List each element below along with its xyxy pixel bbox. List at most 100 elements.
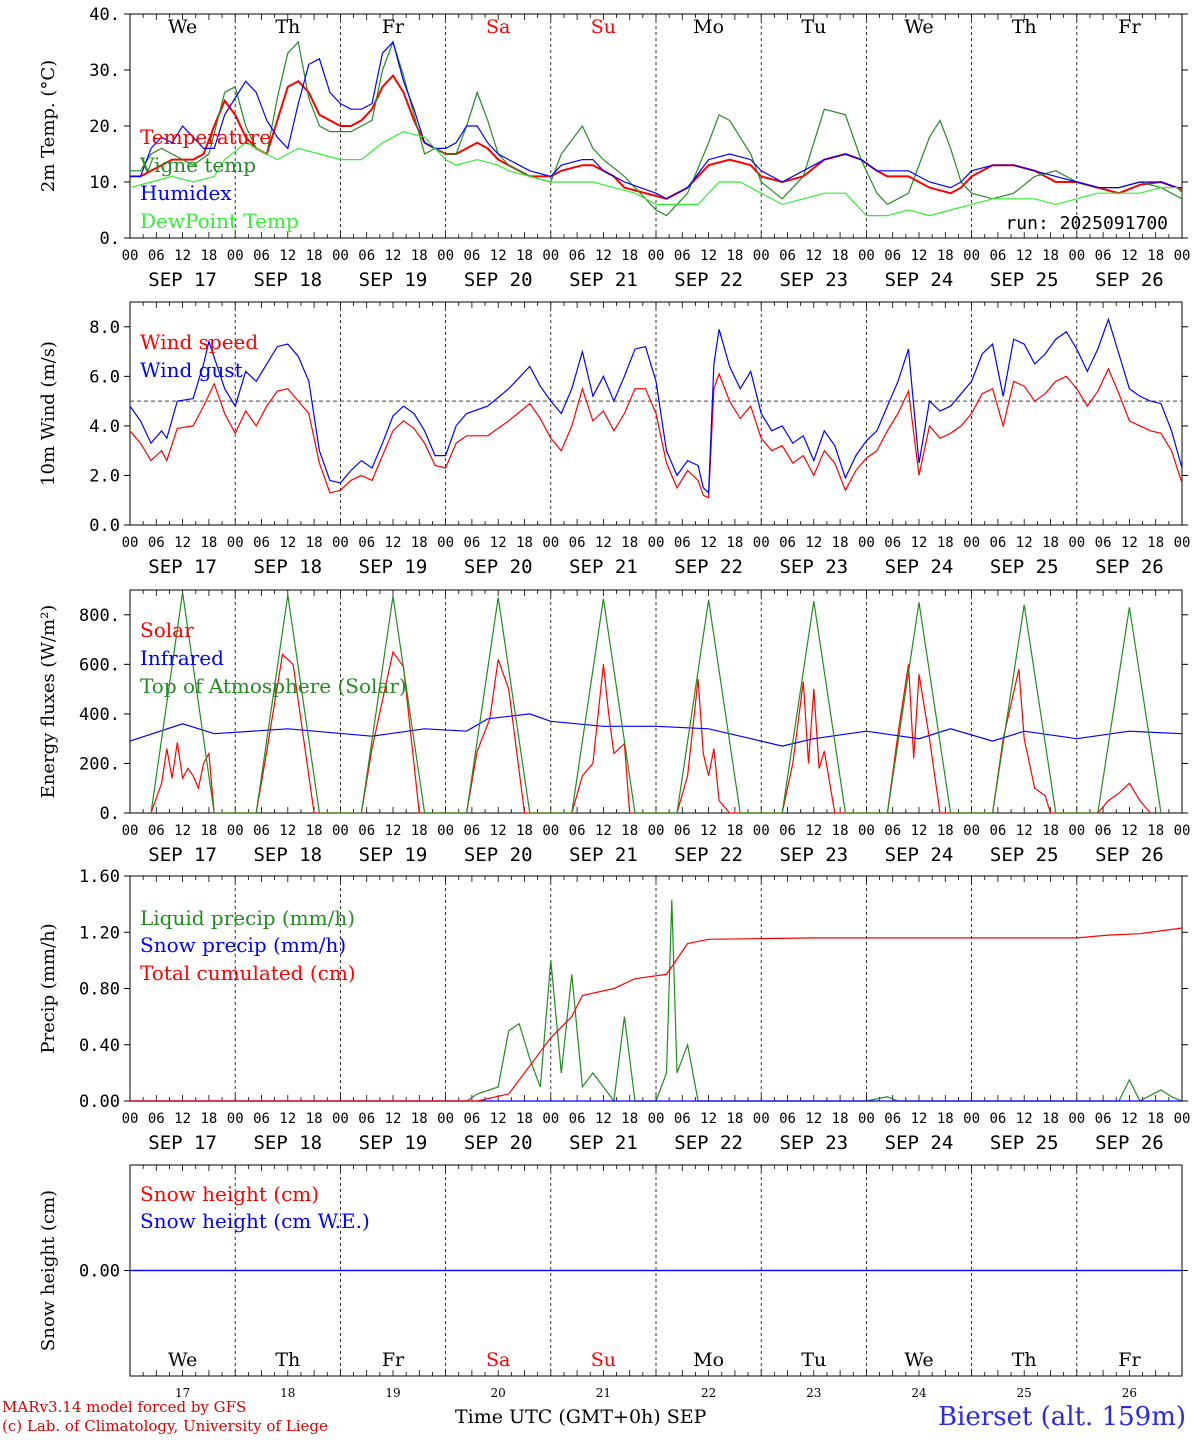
weekday-label: Fr	[382, 1349, 405, 1371]
hour-tick-label: 06	[779, 248, 796, 264]
hour-tick-label: 00	[227, 248, 244, 264]
date-label: SEP 24	[885, 269, 954, 291]
hour-tick-label: 06	[1095, 823, 1112, 839]
hour-tick-label: 12	[279, 823, 296, 839]
hour-tick-label: 00	[1068, 248, 1085, 264]
hour-tick-label: 18	[1147, 535, 1164, 551]
time-axis-label: Time UTC (GMT+0h) SEP	[455, 1406, 707, 1428]
hour-tick-label: 00	[437, 535, 454, 551]
hour-tick-label: 06	[989, 535, 1006, 551]
hour-tick-label: 18	[1042, 248, 1059, 264]
day-number-label: 22	[701, 1386, 716, 1400]
hour-tick-label: 12	[1121, 823, 1138, 839]
y-tick-label: 40.	[89, 5, 120, 25]
y-tick-label: 0.00	[79, 1092, 120, 1112]
hour-tick-label: 18	[937, 535, 954, 551]
legend-entry: Snow precip (mm/h)	[140, 933, 346, 957]
legend-entry: Vigne temp	[139, 153, 256, 177]
y-tick-label: 0.0	[89, 516, 120, 536]
hour-tick-label: 18	[1147, 1111, 1164, 1127]
hour-tick-label: 18	[306, 248, 323, 264]
weekday-label: Sa	[486, 1349, 510, 1371]
y-tick-label: 2.0	[89, 466, 120, 486]
y-tick-label: 20.	[89, 117, 120, 137]
hour-tick-label: 12	[700, 535, 717, 551]
y-tick-label: 6.0	[89, 367, 120, 387]
y-tick-label: 4.0	[89, 417, 120, 437]
hour-tick-label: 12	[174, 823, 191, 839]
weekday-label: We	[904, 1349, 933, 1371]
y-tick-label: 10.	[89, 173, 120, 193]
weekday-label: We	[168, 1349, 197, 1371]
hour-tick-label: 06	[674, 823, 691, 839]
legend-entry: Humidex	[140, 181, 232, 205]
model-credit: MARv3.14 model forced by GFS	[2, 1398, 247, 1416]
hour-tick-label: 12	[490, 535, 507, 551]
y-tick-label: 0.	[100, 804, 120, 824]
hour-tick-label: 18	[306, 1111, 323, 1127]
hour-tick-label: 12	[490, 1111, 507, 1127]
hour-tick-label: 06	[779, 823, 796, 839]
legend-entry: DewPoint Temp	[140, 209, 299, 233]
y-tick-label: 0.80	[79, 980, 120, 1000]
hour-tick-label: 06	[674, 535, 691, 551]
hour-tick-label: 18	[411, 248, 428, 264]
date-label: SEP 26	[1095, 269, 1164, 291]
panel-4: 0.00 0.40 0.80 1.20 1.60 Precip (mm/h) Liquid …	[38, 867, 1190, 1154]
hour-tick-label: 06	[463, 823, 480, 839]
y-tick-label: 800.	[79, 606, 120, 626]
y-tick-label: 0.	[100, 229, 120, 249]
hour-tick-label: 00	[858, 535, 875, 551]
hour-tick-label: 06	[358, 535, 375, 551]
hour-tick-label: 06	[989, 823, 1006, 839]
hour-tick-label: 00	[227, 535, 244, 551]
hour-tick-label: 18	[411, 535, 428, 551]
date-label: SEP 25	[990, 844, 1059, 866]
hour-tick-label: 12	[385, 1111, 402, 1127]
legend-entry: Total cumulated (cm)	[140, 961, 356, 985]
weekday-label: Mo	[693, 16, 724, 38]
hour-tick-label: 18	[200, 1111, 217, 1127]
day-number-label: 18	[280, 1386, 295, 1400]
hour-tick-label: 00	[858, 1111, 875, 1127]
hour-tick-label: 18	[411, 823, 428, 839]
hour-tick-label: 18	[621, 1111, 638, 1127]
date-label: SEP 24	[885, 556, 954, 578]
weekday-label: Th	[275, 16, 300, 38]
hour-tick-label: 12	[805, 823, 822, 839]
hour-tick-label: 00	[437, 1111, 454, 1127]
hour-tick-label: 06	[358, 823, 375, 839]
hour-tick-label: 06	[569, 1111, 586, 1127]
weekday-label: Tu	[801, 16, 826, 38]
weekday-label: Th	[275, 1349, 300, 1371]
date-label: SEP 23	[779, 1132, 848, 1154]
date-label: SEP 22	[674, 556, 743, 578]
hour-tick-label: 06	[1095, 535, 1112, 551]
hour-tick-label: 06	[1095, 248, 1112, 264]
date-label: SEP 23	[779, 269, 848, 291]
y-axis-label: 10m Wind (m/s)	[38, 341, 59, 486]
hour-tick-label: 18	[306, 823, 323, 839]
hour-tick-label: 12	[279, 1111, 296, 1127]
date-label: SEP 20	[464, 844, 533, 866]
hour-tick-label: 12	[490, 823, 507, 839]
date-label: SEP 22	[674, 1132, 743, 1154]
hour-tick-label: 12	[805, 535, 822, 551]
hour-tick-label: 00	[122, 823, 139, 839]
hour-tick-label: 18	[726, 248, 743, 264]
y-tick-label: 30.	[89, 61, 120, 81]
hour-tick-label: 06	[779, 535, 796, 551]
legend-entry: Snow height (cm W.E.)	[140, 1209, 370, 1233]
weekday-label: Mo	[693, 1349, 724, 1371]
hour-tick-label: 00	[332, 1111, 349, 1127]
y-tick-label: 400.	[79, 705, 120, 725]
series-line-dewpoint-temp	[129, 130, 1183, 217]
date-label: SEP 17	[148, 1132, 217, 1154]
hour-tick-label: 00	[542, 535, 559, 551]
hour-tick-label: 18	[726, 823, 743, 839]
series-line-top-of-atmosphere-solar-	[150, 592, 1162, 814]
hour-tick-label: 06	[884, 823, 901, 839]
hour-tick-label: 00	[858, 823, 875, 839]
hour-tick-label: 00	[1068, 535, 1085, 551]
date-label: SEP 19	[359, 1132, 428, 1154]
